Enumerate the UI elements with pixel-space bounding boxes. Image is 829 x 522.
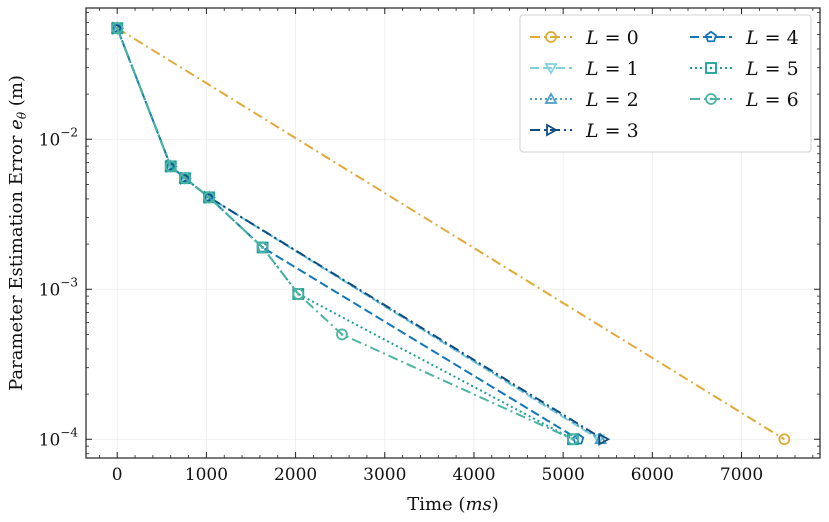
x-tick-label: 5000 <box>542 465 585 485</box>
legend-item-1: L = 1 <box>530 58 639 80</box>
legend-label: L = 5 <box>745 58 799 80</box>
data-point-6-0 <box>111 22 124 35</box>
legend-label: L = 0 <box>585 27 639 49</box>
y-axis-title: Parameter Estimation Error eθ (m) <box>6 75 29 391</box>
series-line-6 <box>116 27 574 441</box>
legend-item-4: L = 4 <box>690 27 799 49</box>
legend-box <box>519 14 812 153</box>
legend-marker <box>705 93 717 105</box>
legend-item-2: L = 2 <box>530 89 639 111</box>
legend-label: L = 6 <box>745 89 799 111</box>
legend-marker-center <box>709 97 713 101</box>
legend-item-3: L = 3 <box>530 120 639 142</box>
legend-label: L = 3 <box>585 120 639 142</box>
data-point-6-3-center <box>207 195 211 199</box>
y-tick-label: 10−2 <box>39 125 78 150</box>
data-point-6-0-center <box>115 26 119 30</box>
data-point-3-4 <box>598 432 611 446</box>
legend-marker-center <box>709 66 713 70</box>
legend-item-5: L = 5 <box>690 58 799 80</box>
data-point-6-4-center <box>261 246 264 249</box>
x-tick-label: 4000 <box>452 465 495 485</box>
y-tick-label: 10−4 <box>39 425 79 450</box>
legend-item-0: L = 0 <box>530 27 639 49</box>
series-line-4 <box>116 27 579 441</box>
x-tick-label: 3000 <box>363 465 406 485</box>
x-tick-label: 7000 <box>720 465 763 485</box>
series-layer <box>110 21 791 447</box>
x-tick-label: 1000 <box>185 465 228 485</box>
data-point-6-7-center <box>571 437 575 441</box>
data-point-6-6-center <box>340 333 344 336</box>
y-tick-label: 10−3 <box>39 275 78 300</box>
data-point-0-1 <box>778 433 791 446</box>
data-point-6-2-center <box>183 176 187 180</box>
x-tick-label: 6000 <box>631 465 674 485</box>
x-tick-label: 0 <box>112 465 123 485</box>
data-point-6-2 <box>179 172 191 185</box>
legend-marker <box>704 30 718 43</box>
legend-marker <box>544 63 558 75</box>
legend: L = 0 L = 1 L = 2 L = 3 L = 4 L = 5 L = 6 <box>519 14 812 153</box>
legend-marker <box>705 62 717 74</box>
x-axis-title: Time (ms) <box>407 494 499 515</box>
data-point-6-4 <box>256 241 269 254</box>
legend-item-6: L = 6 <box>690 89 799 111</box>
plot-frame <box>85 7 821 459</box>
legend-marker <box>546 123 558 137</box>
legend-marker <box>545 31 557 43</box>
series-6 <box>111 22 579 446</box>
data-point-6-6 <box>336 328 348 341</box>
legend-label: L = 4 <box>745 27 799 49</box>
data-point-6-3 <box>203 191 215 204</box>
legend-marker <box>544 92 558 104</box>
data-point-6-1-center <box>169 164 173 168</box>
data-point-6-1 <box>164 160 177 173</box>
legend-label: L = 2 <box>585 89 639 111</box>
legend-label: L = 1 <box>585 58 639 80</box>
axis-ticks: 0 1000 2000 3000 4000 5000 6000 7000 10−4 10−3 10−… <box>39 8 820 485</box>
x-tick-label: 2000 <box>274 465 317 485</box>
data-point-6-7 <box>567 433 579 446</box>
data-point-6-5 <box>292 288 305 300</box>
data-point-6-5-center <box>296 292 300 296</box>
series-4 <box>111 21 585 445</box>
